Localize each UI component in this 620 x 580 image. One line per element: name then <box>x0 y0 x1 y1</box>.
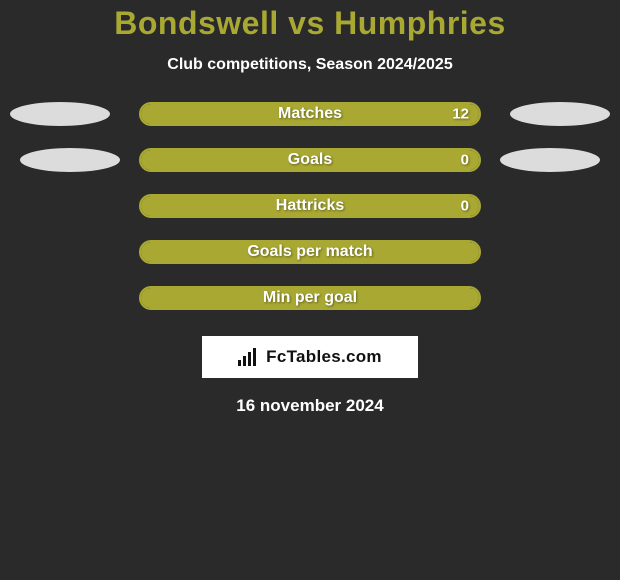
stat-bar: Goals per match <box>139 240 481 264</box>
stat-label: Hattricks <box>276 197 344 215</box>
source-text: FcTables.com <box>266 347 382 367</box>
stat-label: Goals <box>288 151 332 169</box>
right-ellipse <box>500 148 600 172</box>
left-ellipse <box>10 102 110 126</box>
page-subtitle: Club competitions, Season 2024/2025 <box>167 56 452 74</box>
stat-rows: Matches 12 Goals 0 Hattricks 0 Goals per match… <box>0 102 620 310</box>
stat-bar: Goals 0 <box>139 148 481 172</box>
stat-bar: Matches 12 <box>139 102 481 126</box>
left-ellipse <box>20 148 120 172</box>
stat-bar: Min per goal <box>139 286 481 310</box>
source-badge: FcTables.com <box>202 336 418 378</box>
stats-card: Bondswell vs Humphries Club competitions… <box>0 0 620 580</box>
stat-label: Min per goal <box>263 289 357 307</box>
stat-row: Goals 0 <box>0 148 620 172</box>
stat-bar: Hattricks 0 <box>139 194 481 218</box>
stat-value: 0 <box>461 152 469 169</box>
stat-row: Hattricks 0 <box>0 194 620 218</box>
stat-label: Goals per match <box>247 243 372 261</box>
right-ellipse <box>510 102 610 126</box>
stat-label: Matches <box>278 105 342 123</box>
stat-row: Goals per match <box>0 240 620 264</box>
page-title: Bondswell vs Humphries <box>114 5 506 42</box>
stat-row: Min per goal <box>0 286 620 310</box>
stat-value: 0 <box>461 198 469 215</box>
stat-value: 12 <box>452 106 469 123</box>
stat-row: Matches 12 <box>0 102 620 126</box>
bar-chart-icon <box>238 348 260 366</box>
date-text: 16 november 2024 <box>236 396 383 416</box>
